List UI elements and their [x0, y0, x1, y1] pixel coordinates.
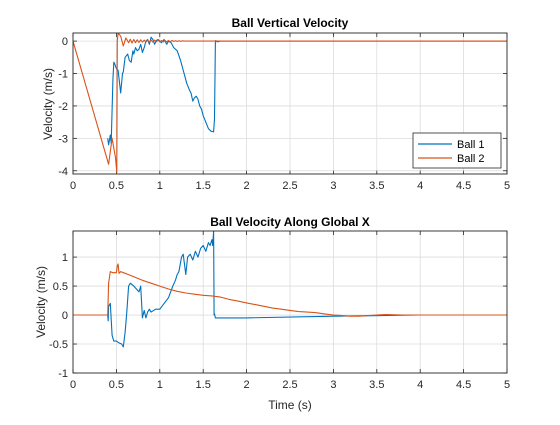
x-axis-label: Time (s) [268, 398, 312, 412]
series-line-ball-1 [107, 36, 507, 146]
y-tick-label: -1 [58, 69, 68, 81]
y-tick-label: -4 [58, 166, 68, 178]
x-tick-label: 5 [504, 379, 510, 391]
x-tick-label: 3.5 [369, 180, 384, 192]
x-tick-label: 2.5 [282, 180, 297, 192]
x-tick-label: 0.5 [109, 180, 124, 192]
x-tick-label: 5 [504, 180, 510, 192]
chart-title: Ball Velocity Along Global X [210, 215, 370, 229]
x-tick-label: 0 [70, 180, 76, 192]
y-tick-label: 0 [62, 36, 68, 48]
legend-label-ball-2: Ball 2 [457, 153, 485, 165]
y-axis-label: Velocity (m/s) [41, 68, 55, 140]
y-tick-label: -1 [58, 368, 68, 380]
x-tick-label: 1.5 [196, 180, 211, 192]
x-tick-label: 1 [157, 379, 163, 391]
x-tick-label: 3.5 [369, 379, 384, 391]
legend-box [412, 132, 502, 169]
series-line-ball-2 [73, 263, 507, 317]
x-tick-label: 4.5 [456, 180, 471, 192]
legend-label-ball-1: Ball 1 [457, 139, 485, 151]
axes-box [72, 32, 508, 175]
y-axis-label: Velocity (m/s) [34, 266, 48, 338]
global-x-velocity-panel: Ball Velocity Along Global X Velocity (m… [34, 215, 510, 412]
y-tick-label: 0 [62, 310, 68, 322]
chart-title: Ball Vertical Velocity [232, 16, 349, 30]
x-tick-label: 2 [244, 379, 250, 391]
axes-box [72, 230, 508, 374]
x-tick-label: 2.5 [282, 379, 297, 391]
series-line-ball-1 [73, 231, 507, 348]
y-tick-label: 1 [62, 252, 68, 264]
y-tick-label: -2 [58, 101, 68, 113]
x-tick-label: 3 [330, 180, 336, 192]
legend: Ball 1 Ball 2 [412, 132, 502, 169]
y-tick-label: 0.5 [53, 281, 68, 293]
x-tick-label: 3 [330, 379, 336, 391]
x-tick-label: 1.5 [196, 379, 211, 391]
x-tick-label: 0 [70, 379, 76, 391]
y-tick-label: -0.5 [49, 339, 68, 351]
series-line-ball-2 [73, 33, 507, 173]
x-tick-label: 4.5 [456, 379, 471, 391]
x-tick-label: 4 [417, 180, 423, 192]
x-tick-label: 1 [157, 180, 163, 192]
x-tick-label: 2 [244, 180, 250, 192]
y-tick-label: -3 [58, 133, 68, 145]
x-tick-label: 0.5 [109, 379, 124, 391]
x-tick-label: 4 [417, 379, 423, 391]
